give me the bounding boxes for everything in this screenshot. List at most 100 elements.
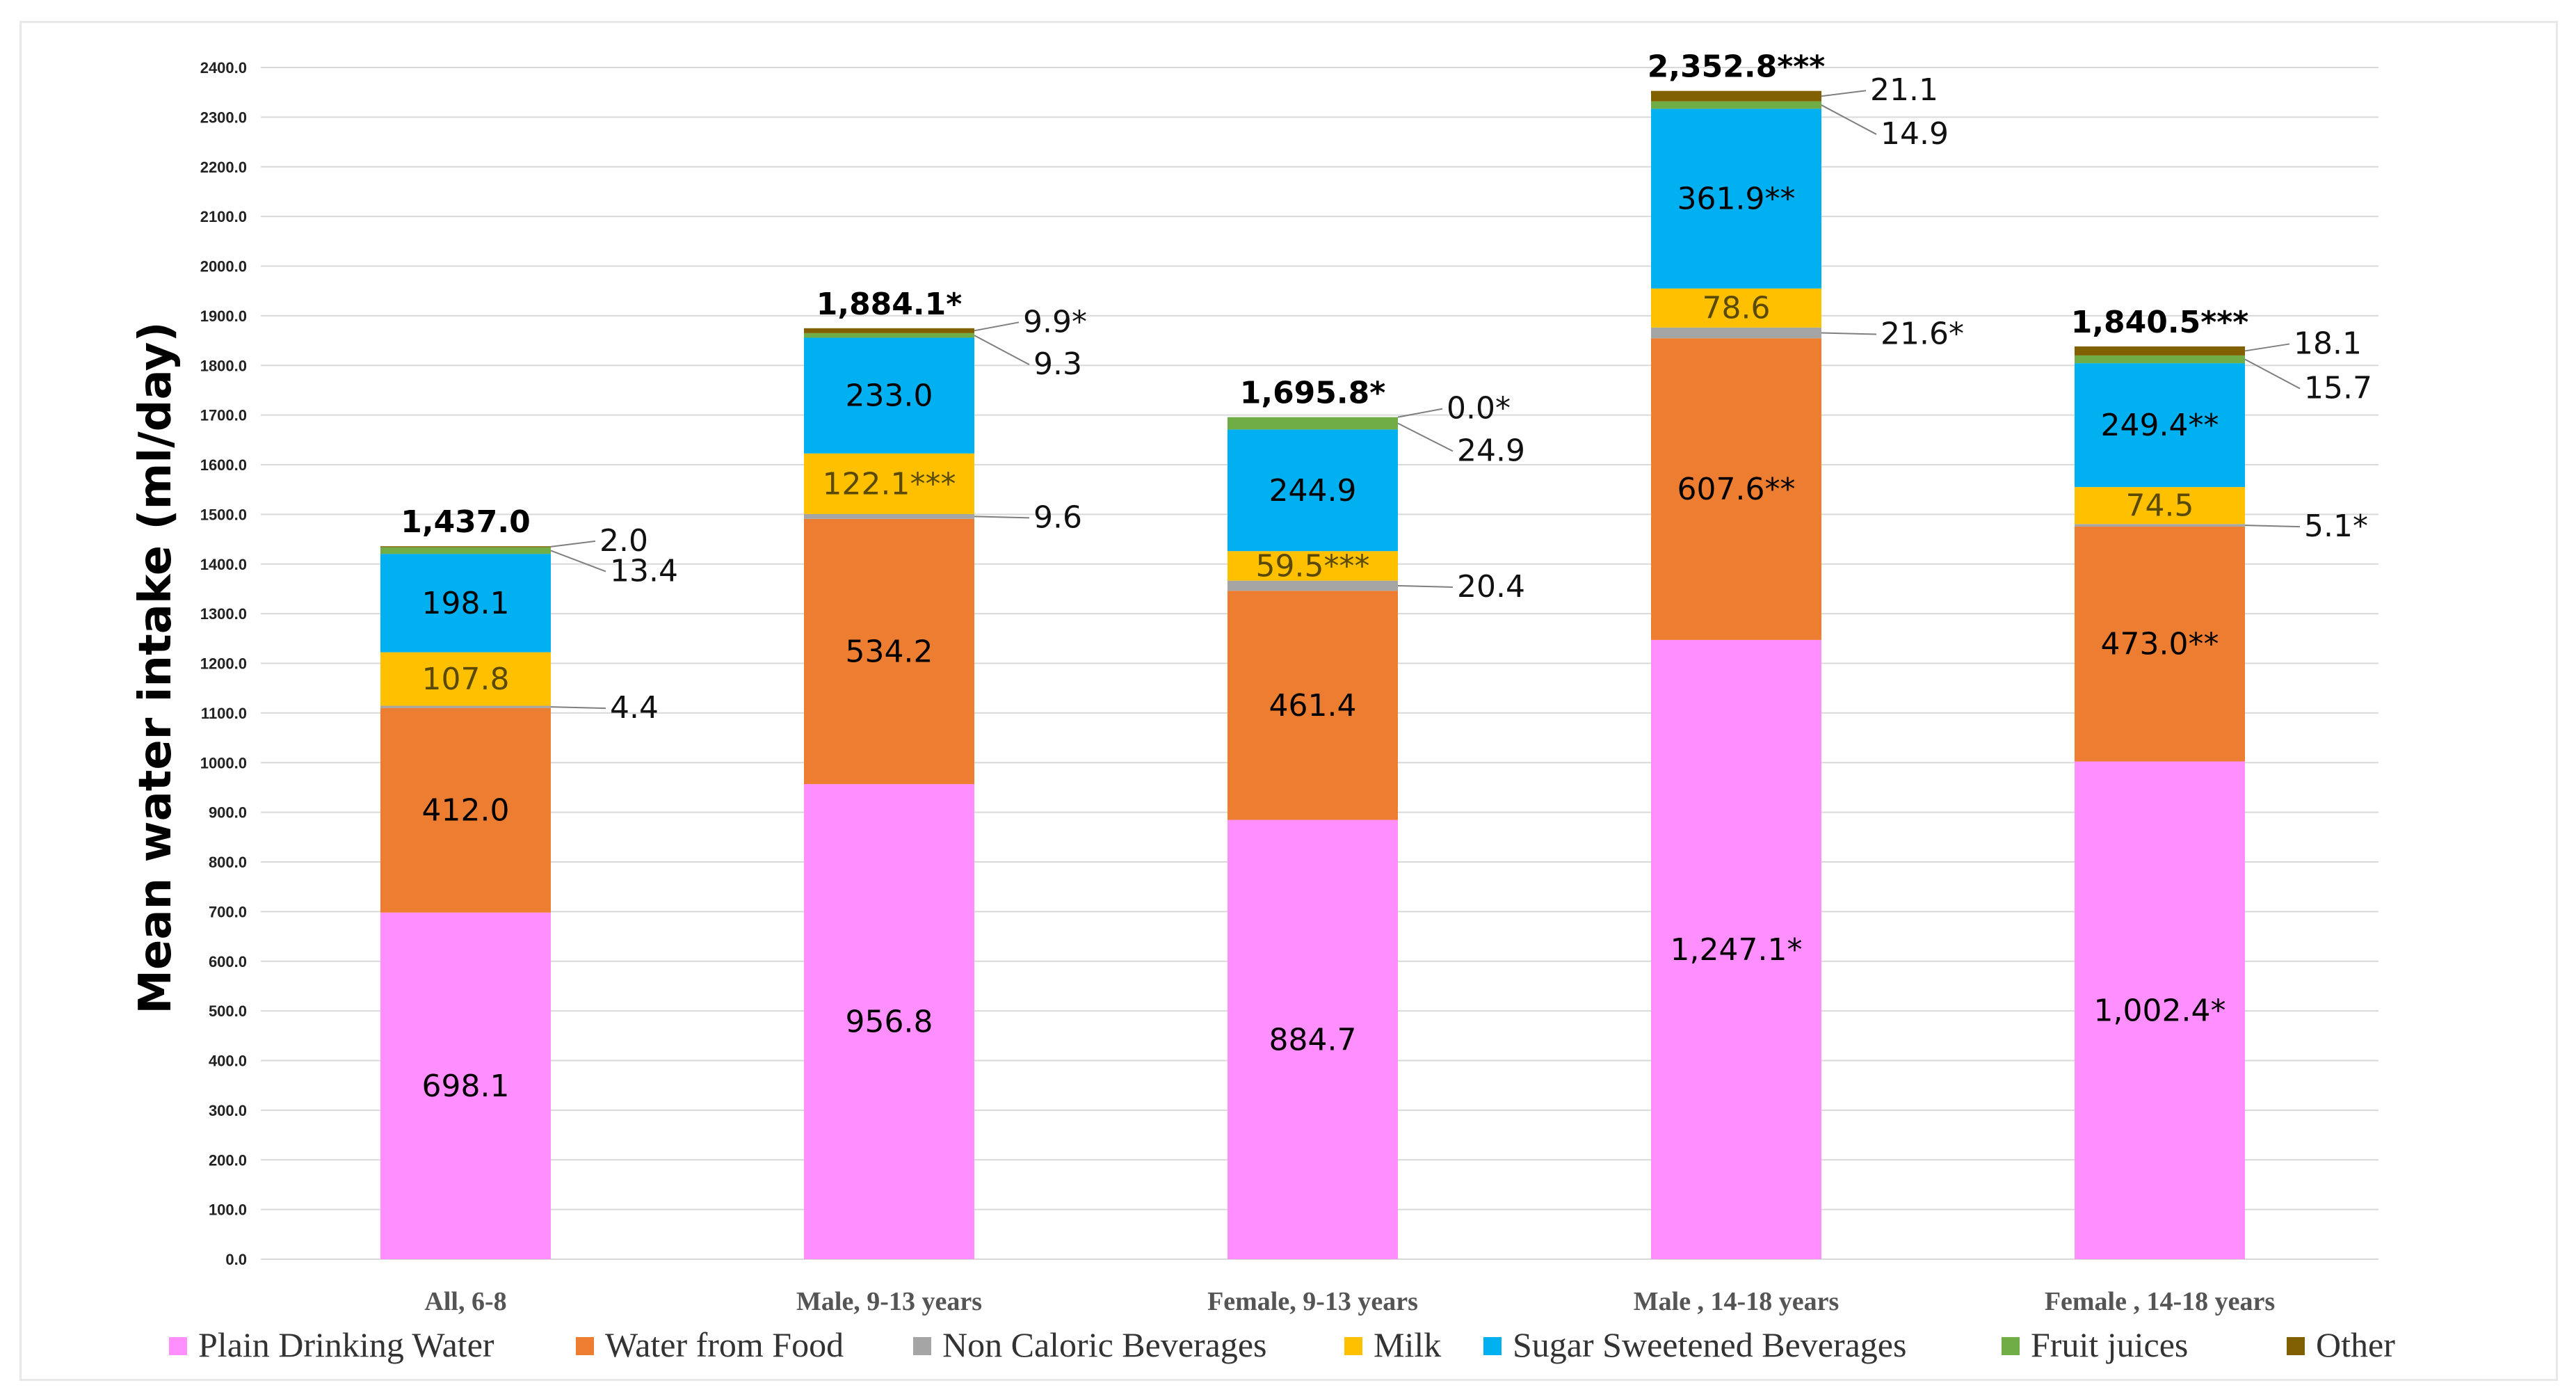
y-tick-label: 1000.0 (200, 754, 247, 772)
bar-segment (2075, 524, 2245, 527)
segment-label: 956.8 (846, 1005, 933, 1040)
y-axis-label: Mean water intake (ml/day) (130, 321, 182, 1014)
bar-segment (1651, 288, 1821, 328)
chart-frame (19, 21, 2558, 1381)
y-tick-label: 1700.0 (200, 407, 247, 424)
bar-segment (1651, 90, 1821, 102)
leader-line (974, 335, 1030, 366)
bar-segment (1227, 429, 1398, 552)
segment-label: 244.9 (1269, 473, 1357, 509)
bar-segment (1227, 580, 1398, 591)
leader-line (1821, 90, 1867, 97)
segment-label: 361.9** (1677, 182, 1796, 217)
segment-label: 122.1*** (823, 466, 956, 502)
segment-label: 107.8 (422, 662, 510, 697)
outside-label: 4.4 (610, 690, 659, 726)
legend-swatch (2287, 1337, 2305, 1355)
segment-label: 233.0 (846, 378, 933, 414)
legend-label: Sugar Sweetened Beverages (1513, 1325, 1906, 1364)
legend-swatch (913, 1337, 931, 1355)
x-category-label: Male, 9-13 years (796, 1287, 982, 1316)
outside-label: 13.4 (610, 553, 678, 589)
leader-line (1821, 104, 1877, 135)
leader-line (1397, 422, 1454, 452)
bar-segment (1651, 338, 1821, 640)
y-tick-label: 100.0 (209, 1201, 247, 1219)
bar-segment (804, 518, 974, 785)
outside-label: 2.0 (599, 523, 648, 559)
y-tick-label: 2200.0 (200, 159, 247, 176)
bar-segment (2075, 355, 2245, 364)
bar-segment (1651, 327, 1821, 339)
y-tick-label: 0.0 (225, 1251, 247, 1268)
y-tick-label: 2000.0 (200, 258, 247, 275)
bar-segment (2075, 487, 2245, 525)
bar-segment (1227, 820, 1398, 1259)
y-tick-label: 300.0 (209, 1102, 247, 1119)
outside-label: 20.4 (1457, 569, 1525, 605)
data-labels: 698.1 412.0 4.4 107.8 198.1 13.42.0 1,437.0 956… (401, 49, 2372, 1104)
y-tick-label: 1600.0 (200, 456, 247, 474)
bar-segment (2075, 526, 2245, 762)
y-tick-label: 600.0 (209, 953, 247, 970)
bar-segment (1651, 109, 1821, 289)
leader-line (2244, 358, 2301, 390)
outside-label: 9.3 (1033, 346, 1082, 382)
outside-label: 5.1* (2304, 509, 2368, 544)
legend-swatch (169, 1337, 187, 1355)
x-category-label: Male , 14-18 years (1634, 1287, 1839, 1316)
legend-label: Milk (1374, 1325, 1441, 1364)
segment-label: 607.6** (1677, 472, 1796, 507)
y-tick-label: 700.0 (209, 903, 247, 920)
outside-label: 21.6* (1881, 316, 1964, 351)
legend-swatch (576, 1337, 594, 1355)
leader-line (2244, 525, 2301, 528)
bar-segment (2075, 761, 2245, 1259)
bar-segment (804, 453, 974, 514)
y-tick-label: 1200.0 (200, 655, 247, 673)
segment-label: 473.0** (2101, 627, 2219, 662)
legend-label: Water from Food (605, 1325, 844, 1364)
segment-label: 884.7 (1269, 1022, 1357, 1057)
y-tick-label: 900.0 (209, 804, 247, 822)
leader-line (1397, 408, 1443, 418)
segment-label: 198.1 (422, 586, 510, 621)
bars (380, 90, 2245, 1259)
bar-segment (804, 513, 974, 519)
outside-label: 9.6 (1033, 499, 1082, 535)
y-tick-label: 1100.0 (201, 705, 247, 722)
legend: Plain Drinking Water Water from Food Non C… (169, 1325, 2395, 1364)
legend-swatch (1483, 1337, 1502, 1355)
y-tick-label: 2400.0 (200, 59, 247, 77)
total-label: 1,884.1* (816, 287, 963, 322)
x-category-label: All, 6-8 (424, 1287, 506, 1316)
leader-line (550, 540, 596, 547)
segment-label: 534.2 (846, 634, 933, 669)
y-tick-label: 2300.0 (200, 109, 247, 126)
legend-swatch (2002, 1337, 2020, 1355)
leader-line (2244, 343, 2290, 352)
outside-label: 9.9* (1023, 304, 1087, 339)
y-tick-label: 200.0 (209, 1151, 247, 1169)
leader-line (1821, 332, 1877, 335)
segment-label: 412.0 (422, 793, 510, 829)
leader-line (974, 321, 1020, 332)
x-category-label: Female, 9-13 years (1207, 1287, 1418, 1316)
bar-segment (804, 337, 974, 454)
y-tick-label: 1900.0 (200, 307, 247, 325)
legend-label: Plain Drinking Water (198, 1325, 494, 1364)
outside-label: 24.9 (1457, 433, 1525, 469)
segment-label: 59.5*** (1256, 548, 1370, 584)
outside-label: 15.7 (2304, 371, 2372, 406)
x-axis-categories: All, 6-8 Male, 9-13 years Female, 9-13 yea… (424, 1287, 2275, 1316)
outside-label: 0.0* (1447, 391, 1511, 426)
bar-segment (1651, 639, 1821, 1259)
bar-segment (380, 547, 551, 554)
bar-segment (1227, 591, 1398, 820)
bar-segment (380, 554, 551, 653)
bar-segment (2075, 363, 2245, 488)
legend-label: Fruit juices (2031, 1325, 2188, 1364)
y-tick-label: 1300.0 (200, 605, 247, 623)
